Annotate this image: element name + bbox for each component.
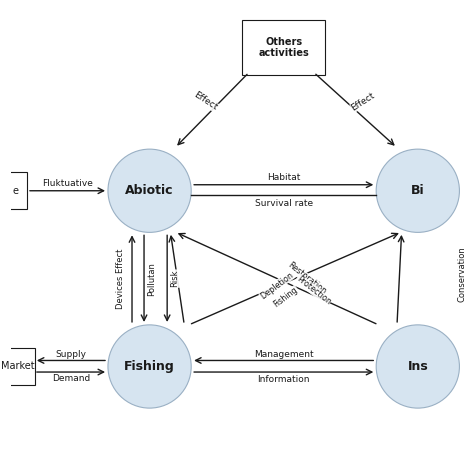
- FancyBboxPatch shape: [0, 348, 35, 385]
- Text: Fishing: Fishing: [272, 285, 300, 309]
- Text: Bi: Bi: [411, 184, 425, 197]
- Text: Effect: Effect: [192, 91, 219, 112]
- FancyBboxPatch shape: [4, 172, 27, 209]
- Text: Pollutan: Pollutan: [147, 262, 156, 296]
- Text: Effect: Effect: [350, 91, 377, 112]
- Text: Protection: Protection: [295, 274, 333, 306]
- Text: Fluktuative: Fluktuative: [42, 179, 93, 188]
- Text: Management: Management: [254, 349, 313, 358]
- Text: Depletion: Depletion: [258, 270, 295, 301]
- Text: Fishing: Fishing: [124, 360, 175, 373]
- Text: Demand: Demand: [52, 374, 90, 383]
- Circle shape: [108, 325, 191, 408]
- Text: Abiotic: Abiotic: [125, 184, 174, 197]
- Text: Information: Information: [257, 375, 310, 384]
- Text: Others
activities: Others activities: [258, 36, 309, 58]
- Text: Market: Market: [1, 362, 35, 372]
- FancyBboxPatch shape: [242, 19, 325, 75]
- Text: Ins: Ins: [408, 360, 428, 373]
- Text: Risk: Risk: [171, 270, 180, 287]
- Circle shape: [376, 149, 459, 232]
- Text: Survival rate: Survival rate: [255, 199, 313, 208]
- Text: Restoration: Restoration: [286, 261, 328, 296]
- Circle shape: [376, 325, 459, 408]
- Text: Conservation: Conservation: [457, 246, 466, 302]
- Text: Supply: Supply: [55, 349, 86, 358]
- Text: Devices Effect: Devices Effect: [117, 248, 126, 309]
- Text: Habitat: Habitat: [267, 173, 301, 182]
- Circle shape: [108, 149, 191, 232]
- Text: e: e: [12, 186, 18, 196]
